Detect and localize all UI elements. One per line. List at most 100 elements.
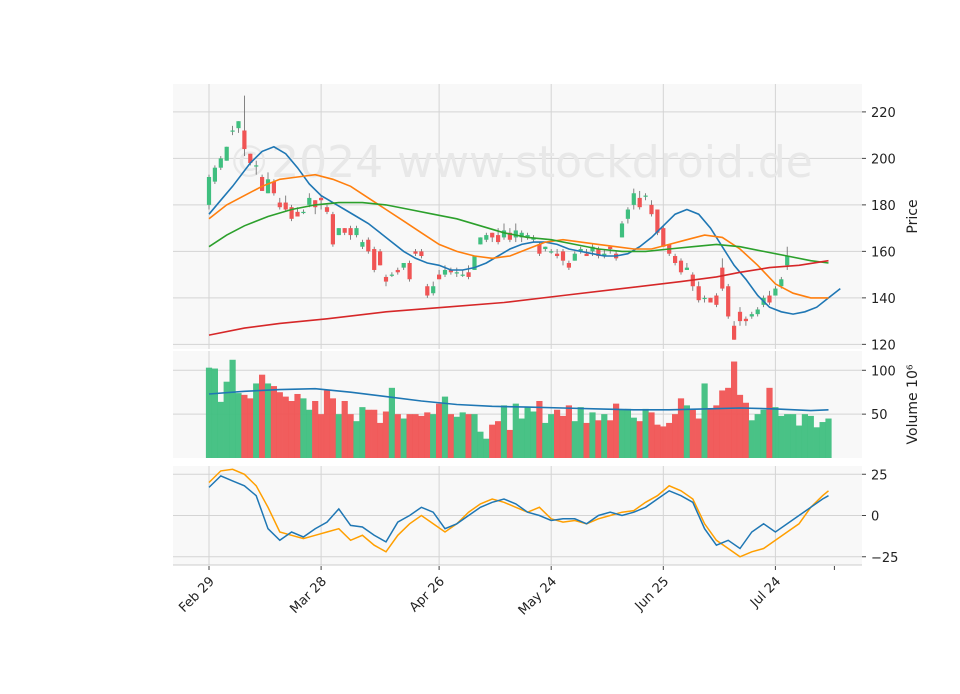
candle-body — [643, 195, 648, 197]
volume-bar — [229, 359, 236, 458]
y-axis-label-volume: Volume 10⁶ — [905, 364, 921, 444]
volume-bar — [453, 416, 460, 458]
candle-body — [490, 232, 495, 238]
candle-body — [537, 244, 542, 254]
volume-bar — [571, 421, 578, 458]
volume-bar — [382, 411, 390, 458]
candle-body — [342, 228, 347, 233]
volume-bar — [276, 392, 283, 458]
y-tick-label-oscillator: 25 — [871, 468, 888, 483]
volume-bar — [394, 414, 401, 458]
volume-bar — [536, 400, 543, 458]
candle-body — [513, 230, 518, 238]
volume-bar — [412, 414, 419, 458]
y-tick-label-price: 220 — [871, 106, 896, 121]
line-osc_slow — [208, 468, 829, 558]
volume-bar — [784, 414, 791, 458]
volume-bar — [205, 367, 213, 458]
candle-body — [336, 228, 341, 236]
volume-bar — [589, 412, 596, 458]
line-ma_short — [208, 145, 841, 315]
candle-body — [383, 276, 389, 282]
volume-bar — [406, 414, 413, 458]
candle-body — [478, 237, 483, 245]
volume-bar — [807, 415, 814, 458]
volume-bar — [211, 368, 218, 458]
candle-body — [732, 325, 737, 340]
volume-bar — [760, 409, 767, 458]
x-tick-label: Jul 24 — [747, 574, 784, 611]
candle-body — [395, 269, 400, 273]
line-ma_mid — [208, 173, 829, 299]
volume-bar — [347, 414, 354, 458]
candle-body — [230, 130, 235, 132]
candle-body — [619, 223, 625, 238]
candle-body — [484, 235, 489, 240]
candle-body — [785, 256, 790, 266]
volume-bar — [282, 396, 289, 458]
volume-bar — [318, 414, 325, 458]
line-ma_200 — [208, 259, 829, 336]
candle-body — [755, 309, 760, 315]
candle-body — [749, 314, 754, 317]
volume-bar — [772, 407, 779, 458]
line-osc_fast — [208, 475, 829, 550]
candle-body — [625, 209, 630, 219]
volume-bar — [607, 420, 614, 458]
volume-bar — [270, 386, 277, 458]
volume-bar — [618, 409, 626, 458]
candle-body — [596, 249, 601, 257]
candle-body — [779, 279, 784, 287]
volume-bar — [648, 412, 655, 458]
volume-bar — [713, 405, 720, 458]
candle-body — [366, 239, 371, 252]
volume-bar — [341, 400, 348, 458]
volume-bar — [459, 412, 466, 458]
volume-bar — [595, 420, 602, 458]
candle-body — [265, 179, 271, 194]
line-ma_long — [208, 201, 829, 264]
volume-bar — [506, 429, 513, 458]
volume-bar — [495, 421, 502, 458]
candle-body — [566, 262, 571, 268]
candle-body — [743, 318, 748, 322]
candle-body — [543, 246, 548, 250]
volume-bar — [754, 414, 761, 458]
volume-bar — [819, 422, 826, 458]
volume-bar — [465, 414, 472, 458]
volume-bar — [630, 417, 637, 458]
volume-bar — [424, 412, 431, 458]
candle-body — [525, 235, 530, 238]
candle-body — [578, 249, 583, 252]
volume-bar — [323, 390, 331, 458]
x-tick-label: Feb 29 — [176, 574, 218, 616]
candle-body — [448, 269, 453, 273]
x-tick-label: Apr 26 — [407, 574, 448, 615]
volume-bar — [388, 387, 395, 458]
volume-bar — [306, 409, 313, 458]
y-tick-label-volume: 100 — [871, 364, 896, 379]
candle-body — [425, 286, 430, 296]
y-tick-label-price: 120 — [871, 338, 896, 353]
y-tick-label-price: 140 — [871, 292, 896, 307]
volume-bar — [483, 438, 490, 458]
candle-body — [496, 235, 501, 243]
candle-body — [572, 253, 577, 261]
candle-body — [206, 176, 212, 205]
y-tick-label-oscillator: 0 — [871, 510, 879, 525]
candle-body — [726, 286, 731, 317]
volume-bar — [518, 418, 525, 458]
volume-bar — [329, 398, 336, 458]
volume-bar — [241, 394, 248, 458]
panel-bg-price — [173, 84, 862, 349]
candle-body — [501, 230, 507, 238]
candle-body — [254, 165, 259, 167]
volume-bar — [554, 409, 561, 458]
volume-bar — [731, 361, 738, 458]
candle-body — [437, 274, 442, 280]
volume-bar — [377, 422, 384, 458]
candle-body — [684, 267, 689, 270]
candle-body — [242, 130, 247, 150]
x-tick-label: Mar 28 — [287, 574, 330, 617]
candle-body — [313, 200, 318, 208]
